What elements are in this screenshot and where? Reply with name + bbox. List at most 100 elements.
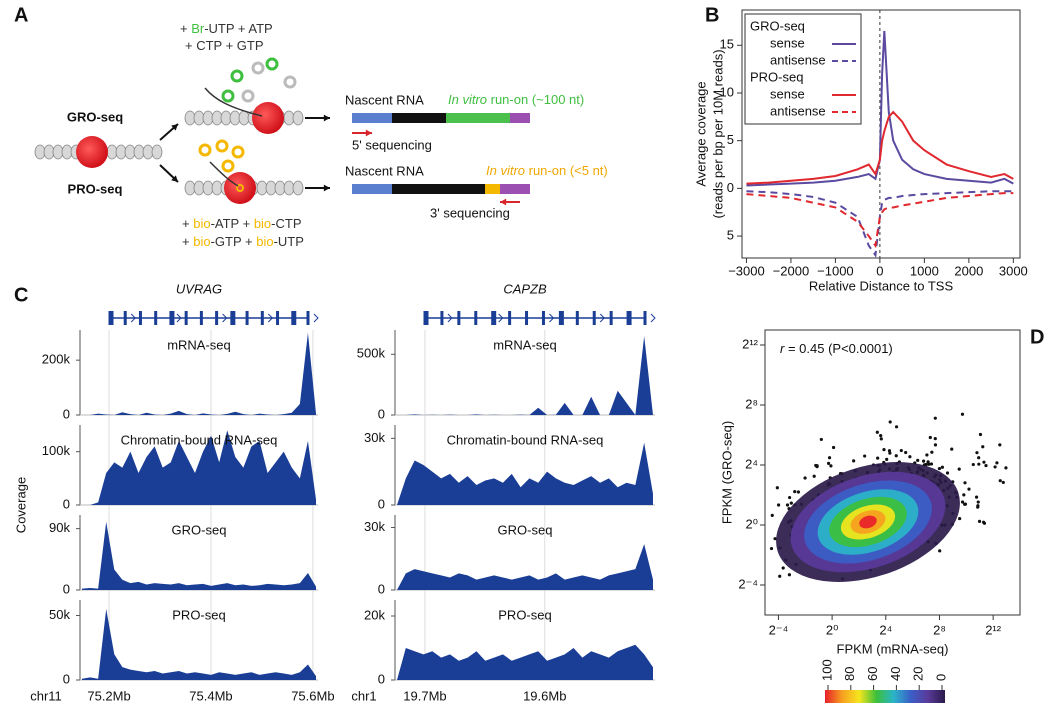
y-tick-label: 0 xyxy=(63,581,70,596)
scatter-point xyxy=(995,461,999,465)
scatter-point xyxy=(927,462,931,466)
legend-group: PRO-seq xyxy=(750,69,803,84)
scatter-point xyxy=(769,546,774,551)
dna-unit xyxy=(274,180,286,196)
dna-unit xyxy=(229,110,241,126)
scatter-point xyxy=(916,458,920,462)
x-axis-label: Relative Distance to TSS xyxy=(809,278,954,293)
colorbar-label: 40 xyxy=(888,667,903,681)
scatter-point xyxy=(879,437,883,441)
gene-exon xyxy=(260,311,264,325)
y-tick-label: 200k xyxy=(42,352,71,367)
dna-unit xyxy=(142,144,154,160)
scatter-point xyxy=(977,462,981,466)
nucleotide xyxy=(251,61,265,75)
gene-exon xyxy=(474,311,478,325)
y-axis-label: (reads per bp per 10M reads) xyxy=(710,49,725,218)
nucleotide xyxy=(231,145,245,159)
annotation-italic: r xyxy=(780,341,785,356)
legend-label: antisense xyxy=(770,52,826,67)
gene-exon xyxy=(138,311,142,325)
x-tick-label: 2⁸ xyxy=(933,622,946,637)
x-tick-label: −3000 xyxy=(728,263,765,278)
dna-unit xyxy=(211,110,223,126)
scatter-point xyxy=(978,432,983,437)
x-tick-label: 19.7Mb xyxy=(403,688,446,703)
scatter-point xyxy=(960,500,965,504)
dna-unit xyxy=(283,110,295,126)
x-tick-label: 75.4Mb xyxy=(189,688,232,703)
rna-strand xyxy=(204,87,263,117)
scatter-point xyxy=(863,454,867,458)
track-title: PRO-seq xyxy=(498,607,551,622)
gene-exon xyxy=(440,311,444,325)
text-segment: -GTP + xyxy=(211,234,257,249)
colorbar-label: 0 xyxy=(933,674,948,681)
dna-unit xyxy=(184,180,196,196)
x-tick-label: 75.2Mb xyxy=(87,688,130,703)
gene-strand xyxy=(313,313,319,323)
text-line: + bio-ATP + bio-CTP xyxy=(182,216,302,231)
scatter-point xyxy=(982,460,986,464)
y-tick-label: 0 xyxy=(63,671,70,686)
dna-unit xyxy=(193,110,205,126)
dna-unit xyxy=(34,144,46,160)
scatter-point xyxy=(981,520,986,524)
polymerase xyxy=(224,172,256,204)
gene-exon xyxy=(230,311,236,325)
chrom-label: chr1 xyxy=(351,688,376,703)
scatter-point xyxy=(777,503,781,507)
series-line xyxy=(746,192,1014,249)
y-tick-label: 30k xyxy=(364,519,385,534)
scatter-point xyxy=(933,416,937,420)
chrom-label: chr11 xyxy=(30,688,62,703)
primer-arrow-head xyxy=(500,198,507,206)
scatter-point xyxy=(938,549,942,553)
nucleotide xyxy=(198,143,212,157)
runon-label: In vitro run-on (~100 nt) xyxy=(448,92,584,107)
coverage-area xyxy=(397,544,653,590)
gene-strand xyxy=(599,313,605,323)
scatter-point xyxy=(924,462,928,467)
scatter-point xyxy=(962,493,966,497)
gene-strand xyxy=(176,313,182,323)
series-line xyxy=(746,110,1014,185)
y-tick-label: 5 xyxy=(727,132,734,147)
scatter-point xyxy=(926,460,930,464)
nucleotide xyxy=(241,89,255,103)
gene-exon xyxy=(491,311,497,325)
scatter-point xyxy=(888,451,892,455)
panel-label: D xyxy=(1030,326,1044,348)
y-axis-label: Coverage xyxy=(13,477,28,533)
gene-exon xyxy=(154,311,158,325)
dna-unit xyxy=(43,144,55,160)
dna-unit xyxy=(292,110,304,126)
scatter-point xyxy=(1004,466,1008,470)
dna-unit xyxy=(61,144,73,160)
text-segment: -UTP + ATP xyxy=(204,21,273,36)
y-tick-label: 2⁸ xyxy=(745,396,758,411)
scatter-point xyxy=(958,516,962,521)
nucleotide xyxy=(221,159,235,173)
rna-segment xyxy=(500,184,530,194)
scatter-point xyxy=(925,453,929,457)
polymerase xyxy=(252,102,284,134)
text-segment: -CTP xyxy=(271,216,301,231)
scatter-point xyxy=(993,465,997,469)
scatter-point xyxy=(787,573,792,577)
dna-unit xyxy=(292,180,304,196)
y-tick-label: 2¹² xyxy=(742,336,759,351)
scatter-point xyxy=(974,495,979,499)
gene-exon xyxy=(508,311,512,325)
series-line xyxy=(746,190,1014,258)
gene-strand xyxy=(650,313,656,323)
scatter-point xyxy=(963,502,967,506)
dna-unit xyxy=(184,110,196,126)
text-segment: bio xyxy=(193,216,210,231)
scatter-point xyxy=(829,464,833,468)
scatter-point xyxy=(945,471,950,475)
assay-label: GRO-seq xyxy=(67,109,123,124)
text-line: + Br-UTP + ATP xyxy=(180,21,273,36)
dna-unit xyxy=(238,110,250,126)
dna-unit xyxy=(202,180,214,196)
